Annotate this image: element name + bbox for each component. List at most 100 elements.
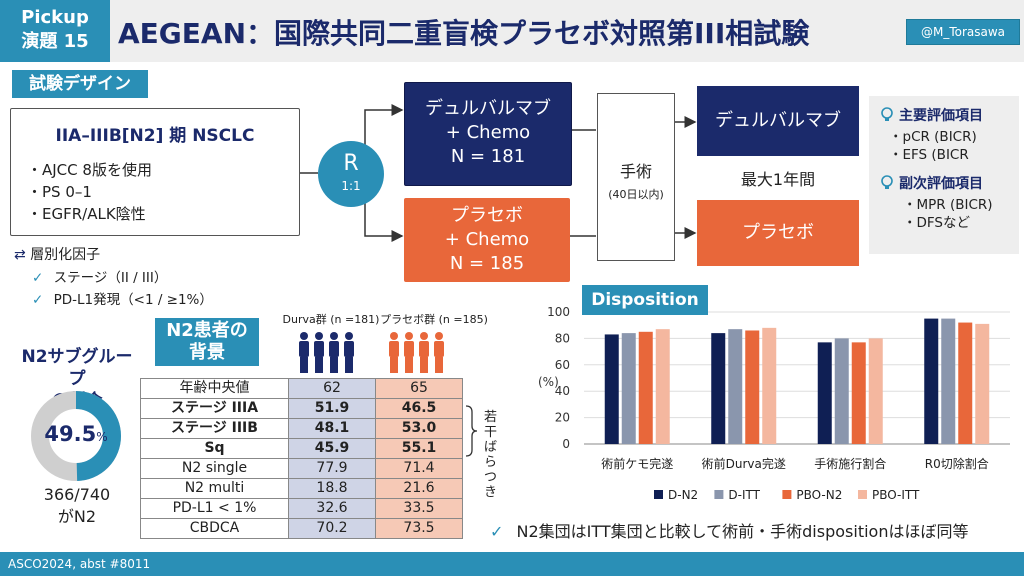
strat-heading: 層別化因子 (30, 247, 101, 263)
arm-line: デュルバルマブ (425, 98, 551, 119)
person-legs (390, 357, 398, 373)
row-label-cell: N2 multi (140, 478, 289, 499)
x-tick-label: 術前Durva完遂 (702, 456, 786, 471)
n2-background-label-line: N2患者の (166, 320, 248, 341)
bar (958, 322, 973, 444)
variation-note-line: つき (484, 470, 498, 500)
n2-count-suffix: がN2 (57, 507, 97, 526)
person-head (435, 332, 443, 340)
placebo-value-cell: 55.1 (375, 438, 463, 459)
durva-maintenance: デュルバルマブ (697, 86, 859, 156)
pickup-badge: Pickup 演題 15 (0, 0, 110, 62)
n2-background-table: 年齢中央値 62 65 ステージ IIIA 51.9 46.5 ステージ IIIB 48.1 5… (140, 378, 463, 539)
bar (834, 338, 849, 444)
row-label-cell: Sq (140, 438, 289, 459)
durva-value-cell: 70.2 (288, 518, 376, 539)
row-label-cell: 年齢中央値 (140, 378, 289, 399)
legend-swatch (714, 490, 724, 499)
population-box: IIA–IIIB[N2] 期 NSCLC ・AJCC 8版を使用 ・PS 0–1… (10, 108, 300, 236)
person-head (390, 332, 398, 340)
n2-count-value: 366/740 (43, 485, 111, 504)
bar (817, 342, 832, 444)
person-head (420, 332, 428, 340)
placebo-value-cell: 53.0 (375, 418, 463, 439)
bar (941, 318, 956, 444)
legend-swatch (782, 490, 792, 499)
n2-subgroup-title-line: N2サブグループ (21, 347, 133, 389)
x-tick-label: R0切除割合 (925, 456, 989, 471)
secondary-endpoint-item: ・MPR (BICR) (903, 197, 993, 213)
arm-line: N = 181 (450, 146, 526, 167)
placebo-column-header: プラセボ群 (n =185) (380, 313, 488, 326)
table-row: N2 multi 18.8 21.6 (140, 478, 463, 499)
table-row: ステージ IIIA 51.9 46.5 (140, 398, 463, 419)
disposition-label: Disposition (582, 285, 708, 315)
bulb-icon (879, 174, 895, 194)
legend-swatch (654, 490, 663, 499)
variation-note: 若干 ばら つき (484, 410, 508, 500)
bar (638, 331, 653, 444)
placebo-value-cell: 65 (375, 378, 463, 399)
placebo-maintenance: プラセボ (697, 200, 859, 266)
population-title: IIA–IIIB[N2] 期 NSCLC (55, 126, 255, 146)
person-body (434, 341, 444, 357)
page-title: AEGEAN：国際共同二重盲検プラセボ対照第III相試験 (118, 17, 810, 50)
person-body (404, 341, 414, 357)
arm-line: N = 185 (449, 253, 525, 274)
durva-value-cell: 51.9 (288, 398, 376, 419)
durva-chemo-arm: デュルバルマブ + Chemo N = 181 (404, 82, 572, 186)
n2-background-label-line: 背景 (189, 342, 225, 363)
person-head (315, 332, 323, 340)
surgery-label: 手術 (619, 162, 652, 181)
strat-item: ステージ（II / III） (53, 270, 168, 286)
durva-column-header: Durva群 (n =181) (282, 313, 380, 326)
table-row: N2 single 77.9 71.4 (140, 458, 463, 479)
criteria-item: ・PS 0–1 (27, 183, 92, 201)
person-legs (315, 357, 323, 373)
primary-endpoint-item: ・pCR (BICR) (889, 129, 977, 145)
table-row: PD-L1 < 1% 32.6 33.5 (140, 498, 463, 519)
durva-value-cell: 48.1 (288, 418, 376, 439)
y-tick-label: 60 (555, 358, 570, 372)
table-bracket (465, 405, 478, 457)
person-head (330, 332, 338, 340)
y-tick-label: 20 (555, 411, 570, 425)
placebo-value-cell: 73.5 (375, 518, 463, 539)
y-tick-label: 100 (547, 305, 570, 319)
flow-arrows (298, 104, 697, 242)
n2-background-label: N2患者の 背景 (155, 318, 259, 366)
legend-swatch (858, 490, 867, 499)
placebo-value-cell: 71.4 (375, 458, 463, 479)
arm-line: + Chemo (445, 122, 531, 143)
row-label-cell: ステージ IIIB (140, 418, 289, 439)
disposition-chart: 0 20 40 60 80 100 (%) 術前ケモ完遂 術前Durva完遂 手術施行割合 R0切除… (538, 305, 1010, 502)
row-label-cell: N2 single (140, 458, 289, 479)
randomization-ratio: 1:1 (341, 179, 361, 193)
x-tick-label: 術前ケモ完遂 (601, 456, 673, 471)
strat-item-row: ✓ PD-L1発現（<1 / ≥1%） (32, 288, 213, 308)
check-icon: ✓ (490, 522, 504, 541)
table-row: CBDCA 70.2 73.5 (140, 518, 463, 539)
bar (621, 333, 636, 444)
check-icon: ✓ (32, 292, 44, 308)
donut-percent-value: 49.5 (44, 422, 97, 446)
shuffle-icon: ⇄ (14, 247, 26, 263)
randomization-circle: R 1:1 (318, 141, 384, 207)
randomization-label: R (343, 151, 359, 176)
table-row: Sq 45.9 55.1 (140, 438, 463, 459)
person-legs (300, 357, 308, 373)
conclusion-text: N2集団はITT集団と比較して術前・手術dispositionはほぼ同等 (516, 522, 969, 541)
primary-endpoint-item: ・EFS (BICR (889, 147, 969, 163)
endpoints-panel: 主要評価項目 ・pCR (BICR) ・EFS (BICR 副次評価項目 ・MP… (869, 96, 1019, 254)
durva-value-cell: 45.9 (288, 438, 376, 459)
table-row: 年齢中央値 62 65 (140, 378, 463, 399)
person-body (299, 341, 309, 357)
bar (868, 338, 883, 444)
surgery-note: (40日以内) (608, 188, 664, 201)
placebo-value-cell: 21.6 (375, 478, 463, 499)
header-bar (0, 0, 1024, 62)
person-body (389, 341, 399, 357)
footer-bar: ASCO2024, abst #8011 (0, 552, 1024, 576)
pickup-label: Pickup (21, 7, 89, 28)
stratification-factors: ⇄ 層別化因子 ✓ ステージ（II / III） ✓ PD-L1発現（<1 / … (14, 244, 213, 308)
